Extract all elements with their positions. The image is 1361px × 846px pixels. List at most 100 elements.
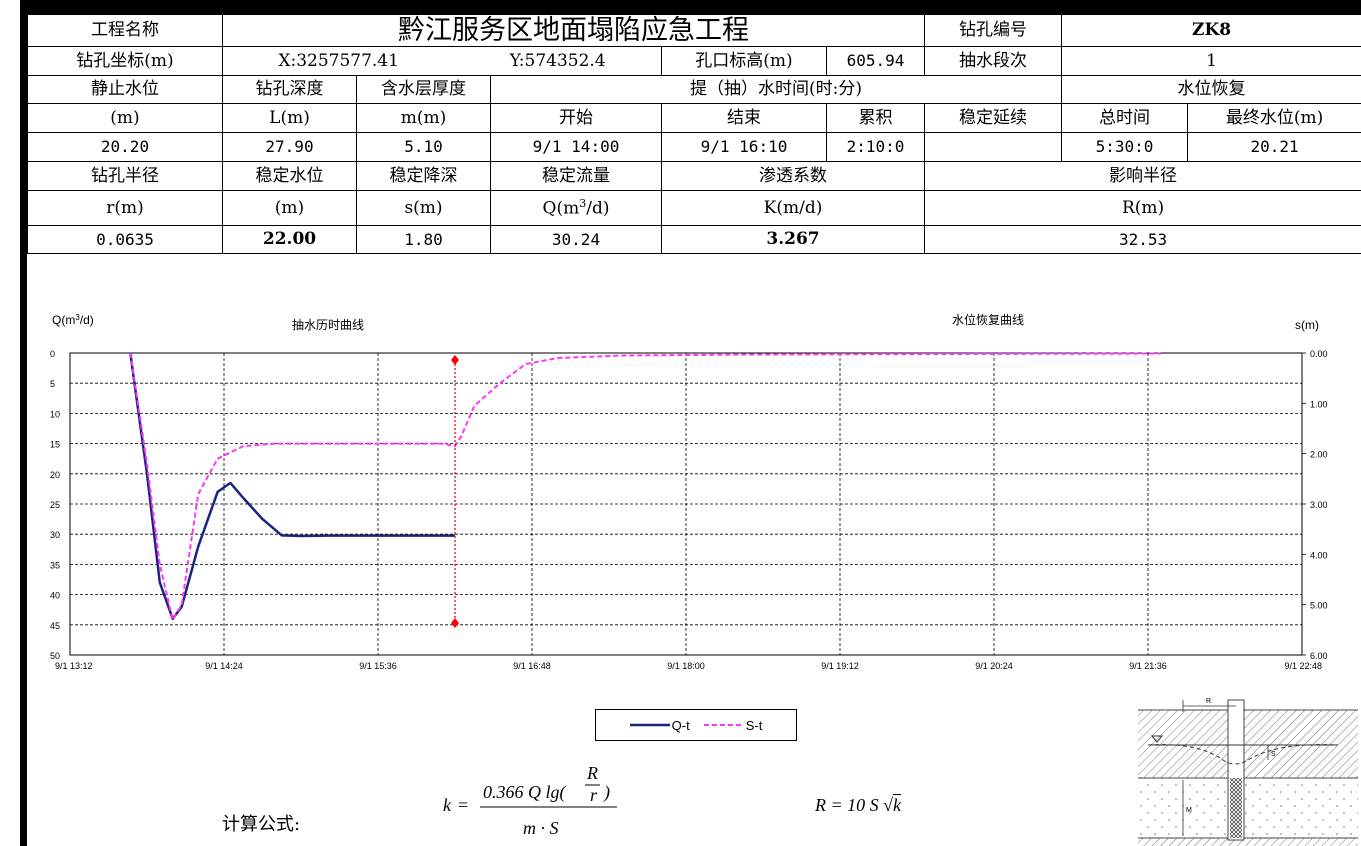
well-cross-section-diagram: R M S (1138, 698, 1358, 846)
pumping-curve-title: 抽水历时曲线 (292, 318, 364, 332)
influence-radius-header: 影响半径 (924, 161, 1361, 191)
radius-header: 钻孔半径 (27, 161, 223, 191)
stage-label: 抽水段次 (924, 46, 1063, 76)
diagram-s-label: S (1271, 751, 1276, 758)
x-tick-label: 9/1 21:36 (1129, 661, 1167, 671)
st-line-swatch (703, 724, 744, 726)
x-tick-label: 9/1 16:48 (513, 661, 551, 671)
y-left-tick-label: 45 (50, 621, 60, 631)
formula-R: R (586, 763, 598, 783)
stable-level-unit: (m) (222, 190, 357, 226)
x-tick-label: 9/1 18:00 (667, 661, 705, 671)
start-value: 9/1 14:00 (490, 132, 662, 162)
final-level-value: 20.21 (1187, 132, 1361, 162)
permeability-unit: K(m/d) (660, 190, 926, 226)
series-line-q-t (129, 352, 455, 621)
diagram-m-label: M (1186, 807, 1192, 814)
formula-denominator: m · S (523, 818, 559, 838)
y-left-tick-label: 35 (50, 560, 60, 570)
sqrt-symbol: √ (883, 795, 894, 815)
depth-header: 钻孔深度 (222, 75, 357, 104)
coord-values: X:3257577.41 Y:574352.4 (222, 46, 662, 76)
hole-id: ZK8 (1061, 14, 1361, 47)
total-time-header: 总时间 (1061, 103, 1189, 133)
end-value: 9/1 16:10 (661, 132, 827, 162)
top-border (20, 0, 1361, 14)
project-name: 黔江服务区地面塌陷应急工程 (221, 14, 926, 47)
final-level-header: 最终水位(m) (1187, 103, 1361, 133)
elevation-value: 605.94 (825, 46, 926, 76)
pump-time-header: 提（抽）水时间(时:分) (489, 75, 1063, 104)
permeability-value: 3.267 (660, 225, 926, 254)
series-line-s-t (129, 352, 1161, 621)
thickness-unit: m(m) (356, 103, 491, 133)
y-right-tick-label: 3.00 (1310, 500, 1328, 510)
y-right-tick-label: 6.00 (1310, 651, 1328, 661)
flow-header: 稳定流量 (490, 161, 662, 191)
right-axis-label: s(m) (1295, 318, 1319, 332)
radius-formula: R = 10 S √k (815, 794, 902, 816)
left-axis-label: Q(m3/d) (52, 313, 94, 327)
borehole-info-table: 工程名称 黔江服务区地面塌陷应急工程 钻孔编号 ZK8 钻孔坐标(m) X:32… (27, 14, 1361, 254)
formula-label: 计算公式: (222, 814, 301, 835)
x-tick-label: 9/1 14:24 (205, 661, 243, 671)
y-right-tick-label: 2.00 (1310, 450, 1328, 460)
y-left-tick-label: 40 (50, 591, 60, 601)
x-tick-label: 9/1 19:12 (821, 661, 859, 671)
base-layer (1138, 838, 1358, 846)
aquifer-layer (1138, 778, 1358, 838)
static-level-header: 静止水位 (27, 75, 223, 104)
legend-item-qt: Q-t (629, 718, 690, 733)
pumping-chart: Q(m3/d) 抽水历时曲线 水位恢复曲线 s(m) 0 5 10 15 20 25 30 3… (50, 312, 1328, 671)
stable-level-header: 稳定水位 (222, 161, 357, 191)
flow-unit: Q(m3/d) (490, 190, 662, 226)
y-left-tick-label: 20 (50, 470, 60, 480)
formula-equals: = (458, 795, 468, 815)
start-header: 开始 (490, 103, 662, 133)
y-left-tick-label: 15 (50, 440, 60, 450)
stage-value: 1 (1061, 46, 1361, 76)
y-left-tick-label: 0 (50, 349, 55, 359)
x-tick-label: 9/1 20:24 (975, 661, 1013, 671)
radius-unit: r(m) (27, 190, 223, 226)
static-level-unit: (m) (27, 103, 223, 133)
total-time-value: 5:30:0 (1061, 132, 1189, 162)
y-left-tick-label: 5 (50, 379, 55, 389)
stable-duration-header: 稳定延续 (924, 103, 1063, 133)
stable-level-value: 22.00 (222, 225, 357, 254)
table-row: 20.20 27.90 5.10 9/1 14:00 9/1 16:10 2:1… (27, 132, 1361, 162)
pump-stop-marker-diamond (451, 618, 459, 628)
y-left-tick-label: 25 (50, 500, 60, 510)
x-tick-label: 9/1 13:12 (55, 661, 93, 671)
table-row: r(m) (m) s(m) Q(m3/d) K(m/d) R(m) (27, 190, 1361, 226)
y-left-tick-label: 10 (50, 409, 60, 419)
y-right-tick-label: 1.00 (1310, 399, 1328, 409)
drawdown-unit: s(m) (356, 190, 491, 226)
y-left-tick-label: 30 (50, 530, 60, 540)
coord-label: 钻孔坐标(m) (27, 46, 223, 76)
drawdown-value: 1.80 (356, 225, 491, 254)
well-screen (1230, 778, 1242, 838)
formula-close-paren: ) (603, 782, 610, 803)
recovery-header: 水位恢复 (1061, 75, 1361, 104)
project-name-label: 工程名称 (27, 14, 223, 47)
radius-formula-expr: R = 10 S (815, 795, 879, 815)
formula-numerator: 0.366 Q lg( (483, 782, 567, 803)
y-right-tick-label: 4.00 (1310, 550, 1328, 560)
water-level-icon (1150, 735, 1164, 743)
y-right-tick-label: 5.00 (1310, 601, 1328, 611)
end-header: 结束 (661, 103, 827, 133)
hole-id-label: 钻孔编号 (924, 14, 1063, 47)
cumulative-value: 2:10:0 (825, 132, 926, 162)
cumulative-header: 累积 (825, 103, 926, 133)
influence-radius-unit: R(m) (924, 190, 1361, 226)
legend-st-label: S-t (745, 717, 763, 733)
table-row: 钻孔半径 稳定水位 稳定降深 稳定流量 渗透系数 影响半径 (27, 161, 1361, 191)
x-tick-label: 9/1 15:36 (359, 661, 397, 671)
legend-item-st: S-t (703, 717, 763, 733)
y-left-tick-label: 50 (50, 651, 60, 661)
elevation-label: 孔口标高(m) (661, 46, 827, 76)
permeability-formula: k = 0.366 Q lg( R r ) m · S (443, 763, 617, 838)
recovery-curve-title: 水位恢复曲线 (952, 312, 1024, 327)
radius-formula-k: k (893, 794, 902, 815)
